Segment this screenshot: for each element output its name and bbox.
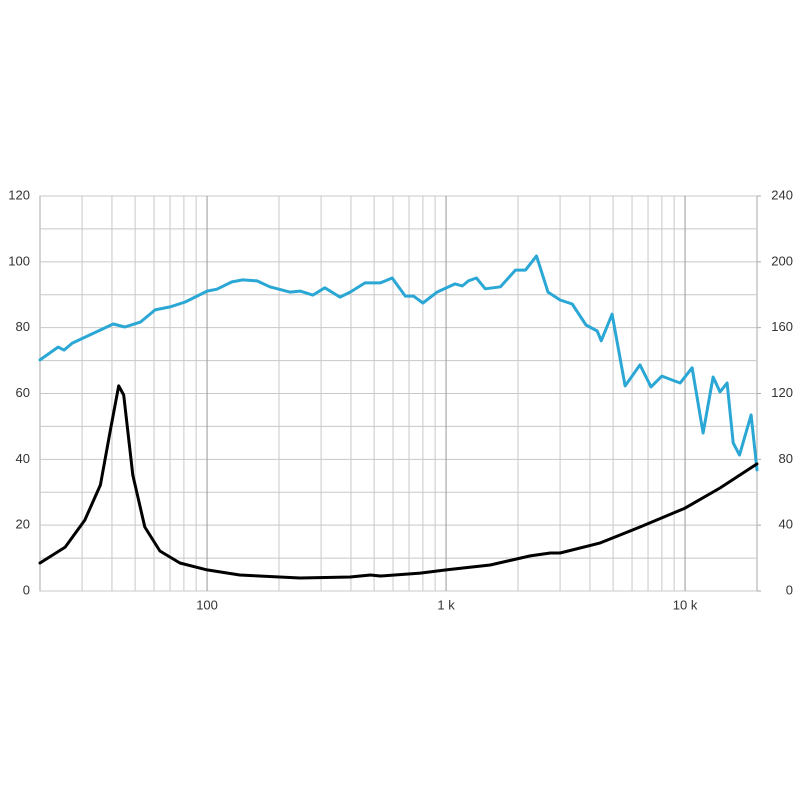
x-tick-label: 100 (196, 597, 218, 612)
y2-tick-label: 240 (771, 187, 793, 202)
x-tick-label: 1 k (437, 597, 455, 612)
y-tick-label: 120 (8, 187, 30, 202)
y-tick-label: 40 (16, 451, 30, 466)
y-tick-label: 80 (16, 319, 30, 334)
y2-tick-label: 0 (786, 582, 793, 597)
y2-tick-label: 40 (779, 517, 793, 532)
series-line (38, 254, 759, 472)
y2-tick-label: 160 (771, 319, 793, 334)
y-tick-label: 60 (16, 385, 30, 400)
y-tick-label: 100 (8, 253, 30, 268)
y2-tick-label: 120 (771, 385, 793, 400)
y2-tick-label: 200 (771, 253, 793, 268)
y-tick-label: 0 (23, 582, 30, 597)
series-line (38, 384, 759, 580)
y2-tick-label: 80 (779, 451, 793, 466)
x-tick-label: 10 k (673, 597, 698, 612)
y-tick-label: 20 (16, 517, 30, 532)
